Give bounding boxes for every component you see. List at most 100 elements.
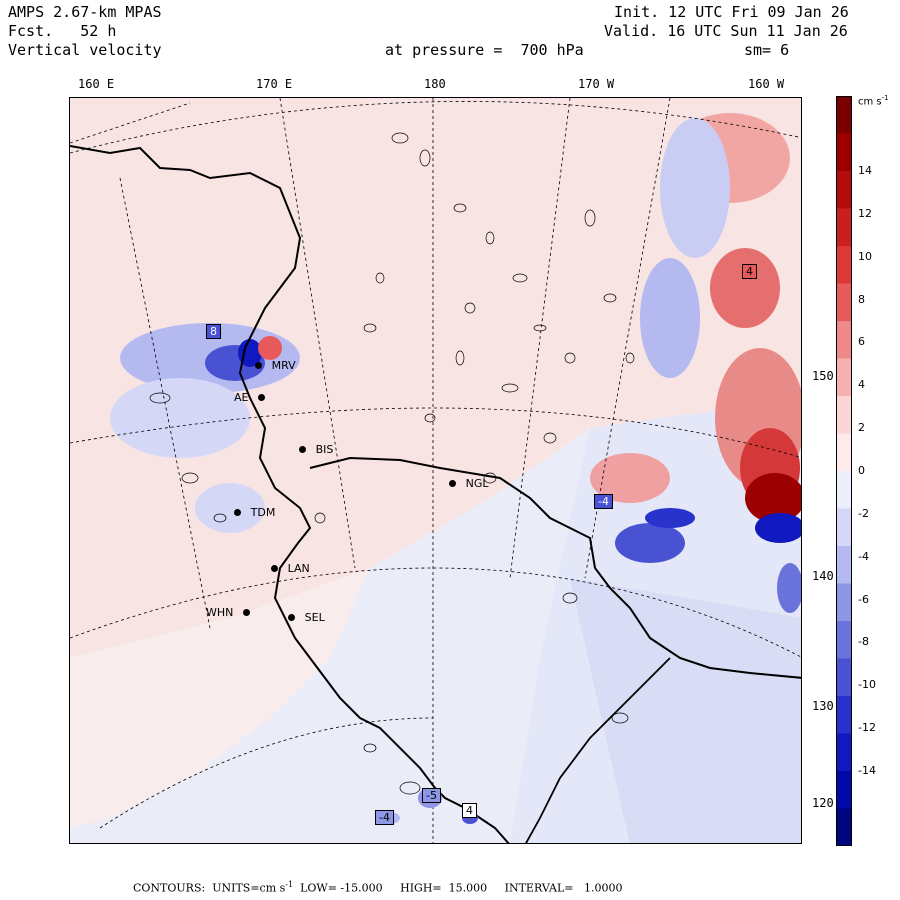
colorbar-swatch [836, 621, 852, 659]
extremum-box-5: -5 [422, 788, 441, 803]
colorbar-swatch [836, 171, 852, 209]
colorbar-units: cm s-1 [858, 94, 889, 107]
footer-high: HIGH= 15.000 [400, 881, 488, 895]
graticule [70, 98, 801, 843]
footer-interval: INTERVAL= 1.0000 [504, 881, 623, 895]
colorbar-tick-label: -10 [858, 678, 876, 692]
lon-label-160w: 160 W [748, 77, 785, 91]
colorbar-tick-label: -4 [858, 549, 869, 563]
colorbar-tick-label: -12 [858, 721, 876, 735]
colorbar-tick-label: 10 [858, 249, 872, 263]
field-name: Vertical velocity [8, 41, 162, 59]
station-bis: BIS [299, 438, 333, 457]
colorbar-tick-label: 0 [858, 464, 865, 477]
station-ae: AE [234, 386, 266, 405]
lon-label-160e: 160 E [78, 77, 115, 91]
colorbar-swatch [836, 133, 852, 172]
downward-core-east [615, 118, 801, 613]
convection-west [110, 323, 300, 533]
colorbar-tick-label: 4 [858, 378, 865, 392]
colorbar-swatch [836, 208, 852, 247]
colorbar-tick-label: 2 [858, 421, 865, 435]
smoothing: sm= 6 [744, 41, 790, 59]
colorbar-swatch [836, 696, 852, 734]
colorbar-swatch [836, 433, 852, 472]
colorbar-units-text: cm s [858, 96, 882, 108]
colorbar-swatch [836, 508, 852, 547]
colorbar [836, 96, 852, 846]
colorbar-swatch [836, 321, 852, 359]
colorbar-swatch [836, 96, 852, 134]
colorbar-swatch [836, 358, 852, 397]
contour-speckles [149, 132, 635, 795]
colorbar-swatch [836, 283, 852, 322]
colorbar-units-exp: -1 [881, 94, 889, 102]
station-label: TDM [250, 506, 276, 519]
colorbar-swatch [836, 808, 852, 846]
model-title: AMPS 2.67-km MPAS [8, 3, 162, 21]
coastline-east [525, 657, 671, 843]
station-lan: LAN [271, 557, 310, 576]
extremum-box-8: 8 [206, 324, 221, 339]
station-label: WHN [206, 606, 234, 619]
station-label: LAN [287, 562, 310, 575]
footer-low: LOW= -15.000 [300, 881, 383, 895]
colorbar-tick-label: 6 [858, 335, 865, 349]
colorbar-swatch [836, 658, 852, 697]
station-label: AE [234, 391, 249, 404]
colorbar-tick-label: 12 [858, 206, 872, 220]
extremum-box-4-south: 4 [462, 803, 477, 818]
lon-label-170w: 170 W [578, 77, 615, 91]
ice-shelf-edge [309, 456, 801, 679]
station-marker [271, 565, 278, 572]
colorbar-swatch [836, 733, 852, 772]
forecast-hours: 52 h [80, 22, 117, 40]
footer-caption: CONTOURS: UNITS=cm s-1 LOW= -15.000 HIGH… [133, 880, 623, 895]
map-panel: MRV AE BIS NGL TDM LAN WHN SEL 8 4 -4 -5… [69, 97, 802, 844]
footer-units-exp: -1 [285, 880, 294, 889]
colorbar-swatch [836, 546, 852, 584]
colorbar-swatch [836, 771, 852, 809]
station-label: SEL [304, 611, 325, 624]
colorbar-swatch [836, 471, 852, 509]
init-time: Init. 12 UTC Fri 09 Jan 26 [614, 3, 849, 21]
station-label: NGL [465, 477, 489, 490]
lon-label-170e: 170 E [256, 77, 293, 91]
colorbar-tick-label: -2 [858, 506, 869, 520]
pink-region-west [70, 568, 370, 828]
station-marker [255, 362, 262, 369]
colorbar-swatch [836, 583, 852, 622]
extremum-box-4-east: 4 [742, 264, 757, 279]
forecast-label: Fcst. 52 h [8, 23, 116, 40]
lon-label-180: 180 [424, 77, 446, 91]
colorbar-tick-label: -6 [858, 592, 869, 606]
pressure-level: at pressure = 700 hPa [385, 41, 584, 59]
colorbar-swatch [836, 396, 852, 434]
map-svg [70, 98, 801, 843]
station-marker [243, 609, 251, 616]
downward-field-southeast [570, 578, 801, 843]
station-label: BIS [315, 443, 334, 456]
station-sel: SEL [288, 606, 325, 625]
colorbar-tick-label: -14 [858, 764, 876, 777]
station-mrv: MRV [255, 354, 296, 373]
forecast-label-text: Fcst. [8, 22, 54, 40]
valid-time: Valid. 16 UTC Sun 11 Jan 26 [604, 22, 848, 40]
coastline-west [70, 145, 510, 843]
colorbar-tick-label: 14 [858, 164, 872, 177]
colorbar-swatch [836, 246, 852, 284]
colorbar-tick-label: -8 [858, 635, 869, 649]
station-label: MRV [271, 359, 296, 372]
extremum-box-neg4-center: -4 [594, 494, 613, 509]
footer-units: CONTOURS: UNITS=cm s [133, 881, 286, 895]
colorbar-border [836, 96, 852, 846]
station-marker [234, 509, 241, 516]
station-marker [449, 480, 456, 487]
station-tdm: TDM [234, 501, 275, 520]
station-whn: WHN [206, 601, 251, 620]
station-marker [299, 446, 306, 453]
station-ngl: NGL [449, 472, 489, 491]
colorbar-tick-label: 8 [858, 292, 865, 306]
extremum-box-neg4-south: -4 [375, 810, 394, 825]
station-marker [258, 394, 266, 401]
